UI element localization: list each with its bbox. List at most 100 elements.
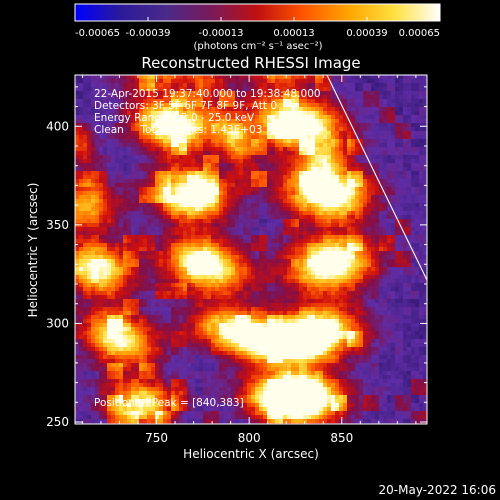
heatmap-cell (115, 163, 120, 168)
heatmap-cell (395, 151, 400, 156)
heatmap-cell (383, 291, 388, 296)
heatmap-cell (371, 91, 376, 96)
heatmap-cell (307, 139, 312, 144)
heatmap-cell (347, 215, 352, 220)
heatmap-cell (395, 283, 400, 288)
heatmap-cell (423, 271, 427, 276)
heatmap-cell (199, 239, 204, 244)
heatmap-cell (287, 147, 292, 152)
heatmap-cell (243, 195, 248, 200)
heatmap-cell (335, 287, 340, 292)
heatmap-cell (363, 291, 368, 296)
heatmap-cell (379, 291, 384, 296)
heatmap-cell (199, 75, 204, 80)
heatmap-cell (319, 127, 324, 132)
heatmap-cell (275, 107, 280, 112)
heatmap-cell (215, 147, 220, 152)
heatmap-cell (79, 283, 84, 288)
heatmap-cell (111, 223, 116, 228)
heatmap-cell (335, 155, 340, 160)
heatmap-cell (135, 147, 140, 152)
heatmap-cell (375, 279, 380, 284)
heatmap-cell (275, 255, 280, 260)
heatmap-cell (159, 167, 164, 172)
heatmap-cell (279, 195, 284, 200)
heatmap-cell (351, 183, 356, 188)
heatmap-cell (367, 211, 372, 216)
heatmap-cell (179, 259, 184, 264)
heatmap-cell (239, 235, 244, 240)
heatmap-cell (143, 275, 148, 280)
heatmap-cell (411, 191, 416, 196)
heatmap-cell (163, 79, 168, 84)
heatmap-cell (359, 223, 364, 228)
heatmap-cell (375, 115, 380, 120)
heatmap-cell (207, 139, 212, 144)
heatmap-cell (111, 111, 116, 116)
heatmap-cell (131, 267, 136, 272)
heatmap-cell (283, 87, 288, 92)
heatmap-cell (331, 275, 336, 280)
heatmap-cell (175, 83, 180, 88)
heatmap-cell (295, 251, 300, 256)
heatmap-cell (419, 255, 424, 260)
heatmap-cell (383, 127, 388, 132)
heatmap-cell (131, 75, 136, 80)
heatmap-cell (175, 203, 180, 208)
heatmap-cell (267, 123, 272, 128)
heatmap-cell (379, 147, 384, 152)
heatmap-cell (175, 159, 180, 164)
heatmap-cell (99, 115, 104, 120)
heatmap-cell (159, 143, 164, 148)
heatmap-cell (199, 115, 204, 120)
heatmap-cell (211, 183, 216, 188)
heatmap-cell (211, 239, 216, 244)
heatmap-cell (111, 299, 116, 304)
heatmap-cell (187, 159, 192, 164)
heatmap-cell (191, 187, 196, 192)
heatmap-cell (215, 211, 220, 216)
heatmap-cell (227, 247, 232, 252)
heatmap-cell (203, 199, 208, 204)
heatmap-cell (187, 87, 192, 92)
heatmap-cell (139, 131, 144, 136)
heatmap-cell (203, 219, 208, 224)
heatmap-cell (299, 279, 304, 284)
heatmap-cell (75, 295, 80, 300)
heatmap-cell (163, 239, 168, 244)
heatmap-cell (231, 167, 236, 172)
heatmap-cell (283, 95, 288, 100)
heatmap-cell (131, 107, 136, 112)
heatmap-cell (243, 283, 248, 288)
heatmap-cell (339, 235, 344, 240)
heatmap-cell (83, 75, 88, 80)
heatmap-cell (231, 259, 236, 264)
heatmap-cell (287, 219, 292, 224)
heatmap-cell (423, 175, 427, 180)
heatmap-cell (179, 187, 184, 192)
heatmap-cell (255, 99, 260, 104)
heatmap-cell (95, 191, 100, 196)
heatmap-cell (387, 231, 392, 236)
heatmap-cell (303, 123, 308, 128)
heatmap-cell (279, 155, 284, 160)
heatmap-cell (295, 203, 300, 208)
heatmap-cell (423, 283, 427, 288)
heatmap-cell (323, 107, 328, 112)
heatmap-cell (351, 199, 356, 204)
heatmap-cell (183, 263, 188, 268)
heatmap-cell (91, 143, 96, 148)
heatmap-cell (159, 151, 164, 156)
heatmap-cell (127, 143, 132, 148)
heatmap-cell (143, 215, 148, 220)
heatmap-cell (423, 207, 427, 212)
heatmap-cell (91, 255, 96, 260)
heatmap-cell (215, 263, 220, 268)
heatmap-cell (111, 267, 116, 272)
heatmap-cell (239, 259, 244, 264)
heatmap-cell (331, 151, 336, 156)
heatmap-cell (263, 163, 268, 168)
heatmap-cell (199, 231, 204, 236)
heatmap-cell (159, 135, 164, 140)
heatmap-cell (247, 243, 252, 248)
